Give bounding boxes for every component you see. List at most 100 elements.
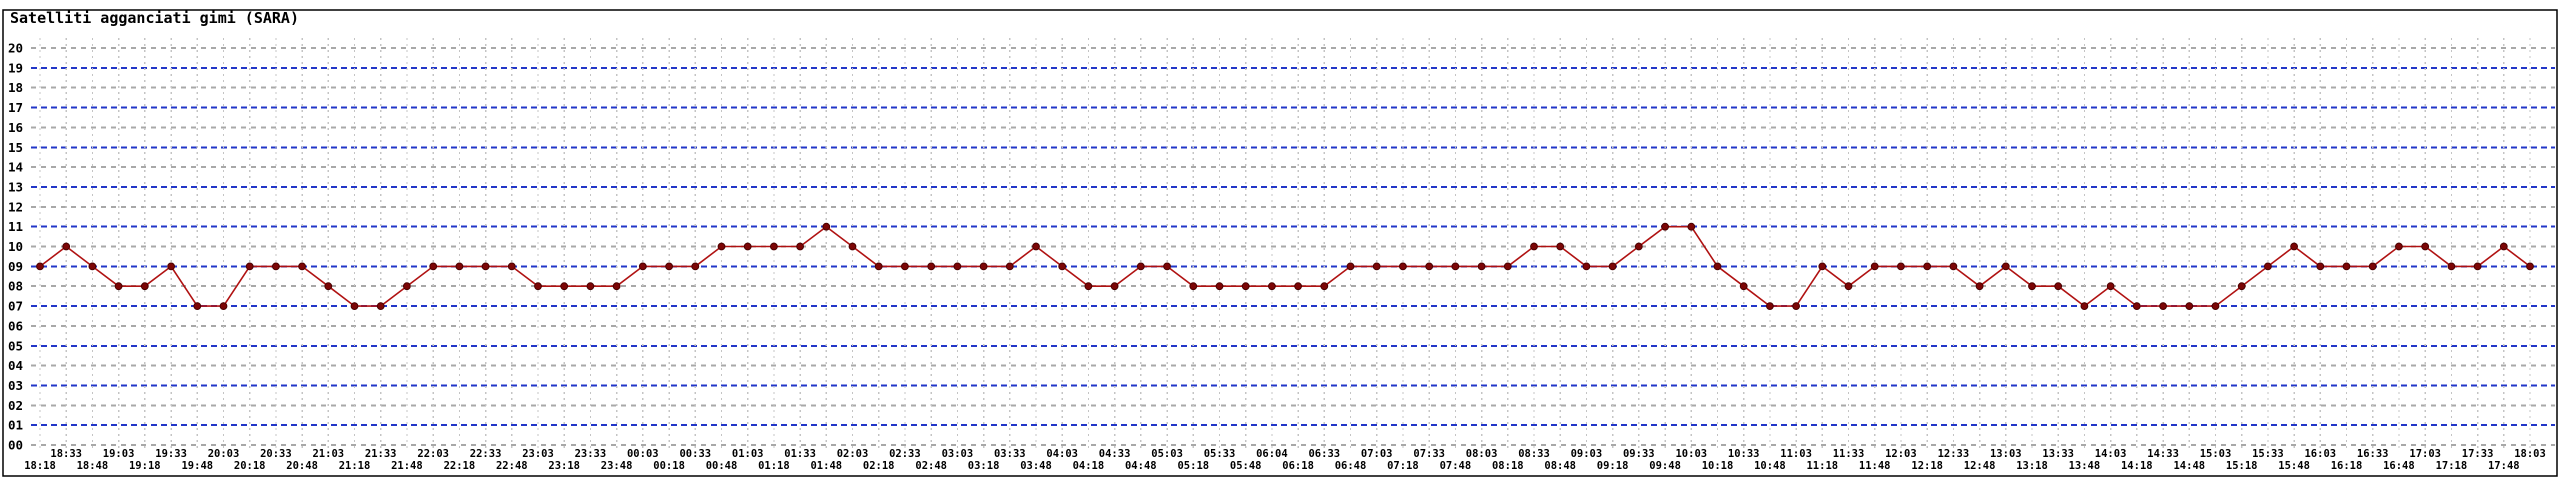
x-tick-label: 15:48 [2278, 460, 2310, 472]
x-tick-label: 01:18 [758, 460, 790, 472]
data-point [1477, 262, 1486, 271]
data-point [2185, 302, 2194, 311]
chart-title: Satelliti agganciati gimi (SARA) [10, 9, 299, 27]
data-point [1372, 262, 1381, 271]
x-tick-label: 22:33 [470, 448, 502, 460]
data-point [1425, 262, 1434, 271]
data-point [272, 262, 280, 271]
v-gridlines [39, 38, 2531, 449]
y-tick-label: 09 [8, 259, 23, 274]
data-point [822, 222, 831, 231]
x-tick-label: 12:48 [1964, 460, 1996, 472]
x-tick-label: 03:33 [994, 448, 1026, 460]
data-point [1792, 302, 1800, 311]
data-point [167, 262, 176, 271]
data-point [796, 242, 804, 251]
data-point [1739, 282, 1748, 291]
x-tick-label: 04:48 [1125, 460, 1157, 472]
x-tick-label: 20:03 [208, 448, 240, 460]
x-tick-label: 06:48 [1335, 460, 1367, 472]
data-point [1503, 262, 1512, 271]
x-axis-labels: 18:1818:3318:4819:0319:1819:3319:4820:03… [24, 448, 2546, 472]
x-tick-label: 10:33 [1728, 448, 1760, 460]
x-tick-label: 21:03 [312, 448, 344, 460]
data-point [848, 242, 857, 251]
x-tick-label: 17:18 [2436, 460, 2468, 472]
x-tick-label: 23:03 [522, 448, 554, 460]
h-gridlines [31, 47, 2555, 446]
x-tick-label: 06:33 [1308, 448, 1340, 460]
data-point [1766, 302, 1774, 311]
data-point [1818, 262, 1827, 271]
x-tick-label: 21:18 [339, 460, 371, 472]
data-point [1110, 282, 1119, 291]
data-point [36, 262, 44, 271]
data-point [1163, 262, 1171, 271]
y-tick-label: 16 [8, 120, 23, 135]
data-point [1215, 282, 1224, 291]
x-tick-label: 20:33 [260, 448, 292, 460]
x-tick-label: 14:03 [2095, 448, 2127, 460]
data-point [2473, 262, 2482, 271]
data-point [2290, 242, 2299, 251]
data-point [691, 262, 700, 271]
x-tick-label: 22:03 [417, 448, 449, 460]
x-tick-label: 04:18 [1073, 460, 1105, 472]
x-tick-label: 22:18 [444, 460, 476, 472]
data-point [1923, 262, 1932, 271]
y-tick-label: 08 [8, 279, 23, 294]
data-point [638, 262, 647, 271]
data-point [1005, 262, 1014, 271]
x-tick-label: 11:18 [1806, 460, 1838, 472]
x-tick-label: 23:48 [601, 460, 633, 472]
data-point [1687, 222, 1696, 231]
x-tick-label: 08:03 [1466, 448, 1498, 460]
data-point [1032, 242, 1040, 251]
x-tick-label: 16:18 [2331, 460, 2363, 472]
data-point [1870, 262, 1879, 271]
x-tick-label: 00:03 [627, 448, 659, 460]
x-tick-label: 10:48 [1754, 460, 1786, 472]
data-point [1661, 222, 1669, 231]
x-tick-label: 06:18 [1282, 460, 1314, 472]
x-tick-label: 22:48 [496, 460, 528, 472]
x-tick-label: 20:48 [286, 460, 318, 472]
y-tick-label: 11 [8, 219, 23, 234]
x-tick-label: 10:03 [1675, 448, 1707, 460]
x-tick-label: 08:48 [1544, 460, 1576, 472]
x-tick-label: 09:18 [1597, 460, 1629, 472]
data-point [612, 282, 621, 291]
x-tick-label: 00:18 [653, 460, 685, 472]
x-tick-label: 07:03 [1361, 448, 1393, 460]
data-point [953, 262, 962, 271]
data-point [219, 302, 228, 311]
x-tick-label: 02:48 [915, 460, 947, 472]
x-tick-label: 14:33 [2147, 448, 2179, 460]
x-tick-label: 03:48 [1020, 460, 1052, 472]
y-tick-label: 02 [8, 398, 23, 413]
x-tick-label: 23:18 [548, 460, 580, 472]
y-tick-label: 15 [8, 140, 23, 155]
data-point [324, 282, 333, 291]
x-tick-label: 07:18 [1387, 460, 1419, 472]
x-tick-label: 19:33 [155, 448, 187, 460]
data-point [2447, 262, 2456, 271]
y-tick-label: 14 [8, 160, 23, 175]
data-point [350, 302, 359, 311]
data-points [36, 222, 2534, 311]
data-point [245, 262, 254, 271]
x-tick-label: 08:33 [1518, 448, 1550, 460]
x-tick-label: 04:03 [1046, 448, 1078, 460]
data-series-line [39, 225, 2531, 308]
data-point [1634, 242, 1643, 251]
x-tick-label: 11:33 [1833, 448, 1865, 460]
data-point [1084, 282, 1093, 291]
x-tick-label: 02:18 [863, 460, 895, 472]
x-tick-label: 18:33 [50, 448, 82, 460]
x-tick-label: 06:04 [1256, 448, 1288, 460]
data-point [2421, 242, 2430, 251]
x-tick-label: 03:03 [942, 448, 974, 460]
x-tick-label: 01:03 [732, 448, 764, 460]
x-tick-label: 15:33 [2252, 448, 2284, 460]
